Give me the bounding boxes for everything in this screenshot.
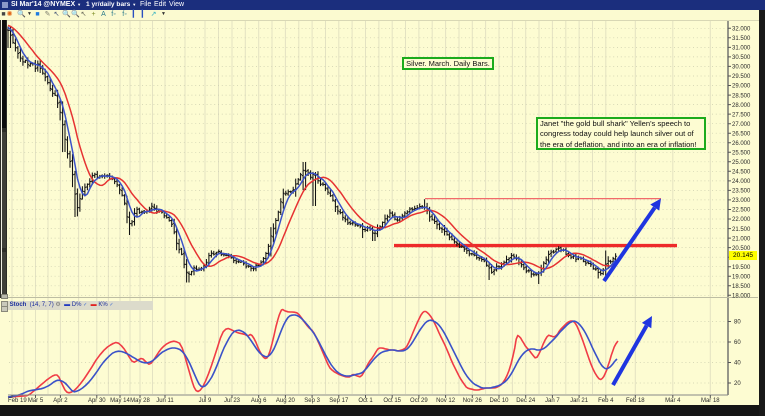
svg-text:May 14: May 14 xyxy=(110,398,130,404)
svg-text:Jul 23: Jul 23 xyxy=(224,398,241,404)
svg-text:20: 20 xyxy=(734,381,741,387)
svg-text:Feb 19: Feb 19 xyxy=(8,398,27,404)
svg-text:Nov 26: Nov 26 xyxy=(463,398,483,404)
svg-text:40: 40 xyxy=(734,361,741,367)
svg-text:Mar 5: Mar 5 xyxy=(28,398,44,404)
svg-text:22.500: 22.500 xyxy=(732,208,751,214)
svg-text:28.500: 28.500 xyxy=(732,93,751,99)
svg-text:23.500: 23.500 xyxy=(732,189,751,195)
svg-text:19.000: 19.000 xyxy=(732,274,751,280)
svg-text:18.500: 18.500 xyxy=(732,284,751,290)
svg-text:Dec 10: Dec 10 xyxy=(489,398,509,404)
svg-text:Feb 4: Feb 4 xyxy=(598,398,614,404)
svg-text:Aug 20: Aug 20 xyxy=(276,398,296,404)
svg-text:Aug 6: Aug 6 xyxy=(251,398,267,404)
svg-text:21.500: 21.500 xyxy=(732,227,751,233)
svg-text:Jun 11: Jun 11 xyxy=(156,398,174,404)
svg-text:Sep 3: Sep 3 xyxy=(304,398,320,404)
svg-text:Jan 7: Jan 7 xyxy=(545,398,560,404)
svg-text:80: 80 xyxy=(734,320,741,326)
svg-text:Apr 2: Apr 2 xyxy=(53,398,68,404)
svg-text:28.000: 28.000 xyxy=(732,103,751,109)
svg-text:22.000: 22.000 xyxy=(732,217,751,223)
svg-text:Jul 9: Jul 9 xyxy=(199,398,212,404)
svg-text:29.000: 29.000 xyxy=(732,84,751,90)
svg-text:29.500: 29.500 xyxy=(732,74,751,80)
svg-text:30.000: 30.000 xyxy=(732,65,751,71)
svg-text:Dec 24: Dec 24 xyxy=(516,398,536,404)
svg-text:24.500: 24.500 xyxy=(732,170,751,176)
svg-text:Nov 12: Nov 12 xyxy=(436,398,456,404)
svg-text:26.500: 26.500 xyxy=(732,131,751,137)
svg-text:Oct 1: Oct 1 xyxy=(358,398,373,404)
svg-text:May 28: May 28 xyxy=(130,398,150,404)
svg-text:Oct 15: Oct 15 xyxy=(383,398,401,404)
svg-text:25.000: 25.000 xyxy=(732,160,751,166)
svg-text:18.000: 18.000 xyxy=(732,294,751,300)
svg-text:24.000: 24.000 xyxy=(732,179,751,185)
svg-text:Jan 21: Jan 21 xyxy=(570,398,589,404)
svg-text:31.500: 31.500 xyxy=(732,36,751,42)
svg-text:23.000: 23.000 xyxy=(732,198,751,204)
svg-text:25.500: 25.500 xyxy=(732,151,751,157)
svg-text:26.000: 26.000 xyxy=(732,141,751,147)
svg-text:20.500: 20.500 xyxy=(732,246,751,252)
svg-text:Feb 18: Feb 18 xyxy=(626,398,645,404)
svg-text:32.000: 32.000 xyxy=(732,27,751,33)
svg-text:Mar 4: Mar 4 xyxy=(665,398,681,404)
svg-text:Oct 29: Oct 29 xyxy=(410,398,428,404)
svg-text:30.500: 30.500 xyxy=(732,55,751,61)
svg-text:60: 60 xyxy=(734,340,741,346)
svg-text:Apr 30: Apr 30 xyxy=(88,398,106,404)
svg-text:27.500: 27.500 xyxy=(732,112,751,118)
svg-text:19.500: 19.500 xyxy=(732,265,751,271)
svg-text:31.000: 31.000 xyxy=(732,46,751,52)
svg-text:Mar 18: Mar 18 xyxy=(701,398,720,404)
svg-text:21.000: 21.000 xyxy=(732,236,751,242)
svg-text:27.000: 27.000 xyxy=(732,122,751,128)
svg-text:Sep 17: Sep 17 xyxy=(329,398,349,404)
